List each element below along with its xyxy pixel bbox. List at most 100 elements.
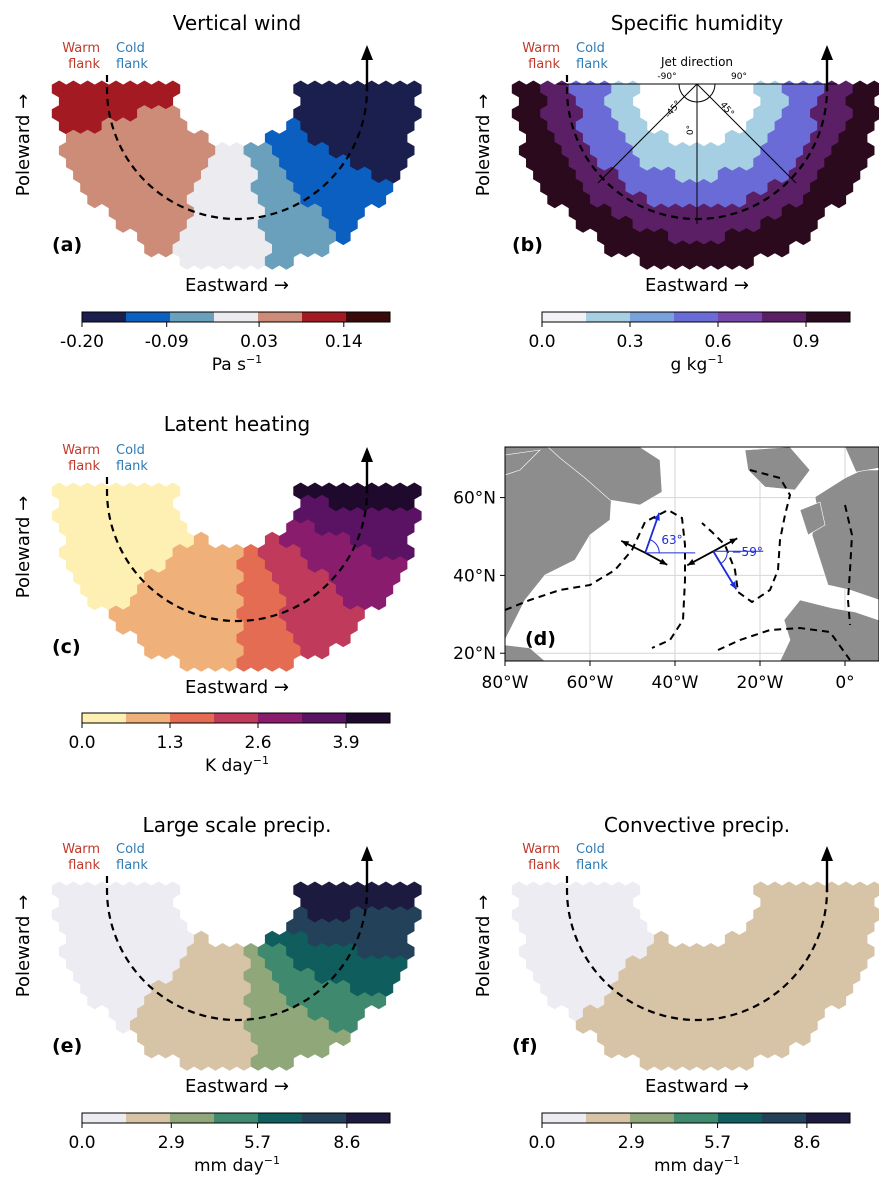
hex-cell (350, 531, 365, 549)
hex-cell (229, 943, 245, 960)
hex-cell (343, 191, 358, 209)
hex-cell (632, 1016, 648, 1034)
hex-cell (357, 893, 372, 911)
colorbar-segment (126, 1113, 171, 1123)
jet-vector (712, 550, 738, 590)
hex-cell (378, 580, 394, 598)
hex-cell (307, 203, 323, 221)
hex-cell (540, 154, 555, 172)
hex-cell (87, 117, 103, 135)
hex-cell (653, 1004, 669, 1022)
hex-cell (561, 918, 577, 936)
x-tick-label: 40°W (652, 673, 699, 693)
hex-cell (272, 967, 287, 985)
hex-cell (554, 178, 570, 196)
hex-cell (696, 252, 712, 270)
hex-cells (51, 482, 422, 672)
colorbar-frame (541, 311, 851, 323)
hex-cell (236, 979, 252, 997)
hex-cell (94, 906, 110, 924)
hex-cell (264, 630, 280, 648)
hex-cell (264, 654, 280, 672)
colorbar-segment (630, 312, 675, 322)
hex-cell (272, 943, 287, 960)
hex-cell (540, 881, 555, 899)
hex-cell (137, 129, 152, 147)
hex-cell (293, 906, 308, 924)
hex-cell (795, 129, 811, 147)
hex-cell (795, 1029, 811, 1047)
hex-cell (710, 1029, 726, 1047)
jet-vector-head (729, 581, 737, 590)
colorbar-label: Pa s−1 (212, 353, 262, 375)
hex-cell (611, 979, 626, 997)
colorbar-tick-label: -0.09 (145, 332, 189, 352)
hex-cell (108, 507, 124, 525)
hex-cell (618, 215, 634, 233)
hex-cell (94, 80, 110, 98)
hex-cell (568, 105, 584, 123)
hex-cell (130, 215, 145, 233)
hex-cell (760, 893, 776, 911)
hex-cell (51, 105, 67, 123)
hex-cell (286, 117, 301, 135)
hex-cell (101, 544, 117, 561)
hex-cell (859, 943, 875, 960)
hex-cell (831, 967, 847, 985)
hex-cell (406, 906, 422, 924)
hex-cell (151, 482, 166, 500)
cold-flank-label: flank (116, 858, 148, 873)
hex-cell (272, 617, 287, 635)
hex-cell (803, 893, 818, 911)
hex-cell (165, 1029, 181, 1047)
panel-title: Vertical wind (173, 11, 302, 35)
hex-cell (165, 955, 181, 973)
hex-cell (243, 943, 259, 960)
hex-cell (66, 881, 81, 899)
hex-cell (604, 1016, 619, 1034)
hex-cell (582, 105, 598, 123)
hex-cell (639, 955, 655, 973)
hex-cell (264, 203, 280, 221)
hex-cell (58, 92, 74, 110)
hex-cell (279, 252, 294, 270)
warm-flank-label: flank (68, 459, 100, 474)
cold-flank-label: Cold (576, 842, 605, 857)
hex-cell (618, 967, 634, 985)
land-mass (799, 501, 826, 536)
hex-cell (753, 228, 768, 246)
hex-cell (321, 605, 337, 623)
hex-cell (632, 943, 648, 960)
hex-cell (810, 1004, 825, 1022)
hex-cell (533, 943, 548, 960)
hex-cell (724, 252, 740, 270)
hex-cell (122, 979, 138, 997)
hex-cell (122, 580, 138, 598)
x-tick-label: 80°W (482, 673, 529, 693)
hex-cell (80, 955, 95, 973)
hex-cell (151, 881, 166, 899)
hex-cell (717, 992, 733, 1010)
panel-label: (d) (525, 628, 556, 650)
hex-cell (533, 918, 548, 936)
hex-cell (746, 142, 761, 159)
hex-cell (518, 943, 534, 960)
hex-cell (518, 918, 534, 936)
hex-cell (795, 979, 811, 997)
hex-cell (746, 215, 761, 233)
hex-cell (144, 918, 159, 936)
hex-cell (307, 930, 323, 948)
hex-cell (293, 556, 308, 574)
colorbar-tick-label: 0.9 (792, 332, 819, 352)
hex-cell (803, 1016, 818, 1034)
colorbar-unit: mm day (194, 1156, 264, 1176)
hex-cell (788, 943, 804, 960)
hex-cell (314, 117, 330, 135)
hex-cell (300, 967, 316, 985)
hex-cell (257, 617, 273, 635)
hex-cell (300, 544, 316, 561)
hex-cell (80, 881, 95, 899)
hex-cell (80, 930, 95, 948)
hex-cell (243, 642, 259, 660)
hex-cell (286, 1041, 301, 1059)
